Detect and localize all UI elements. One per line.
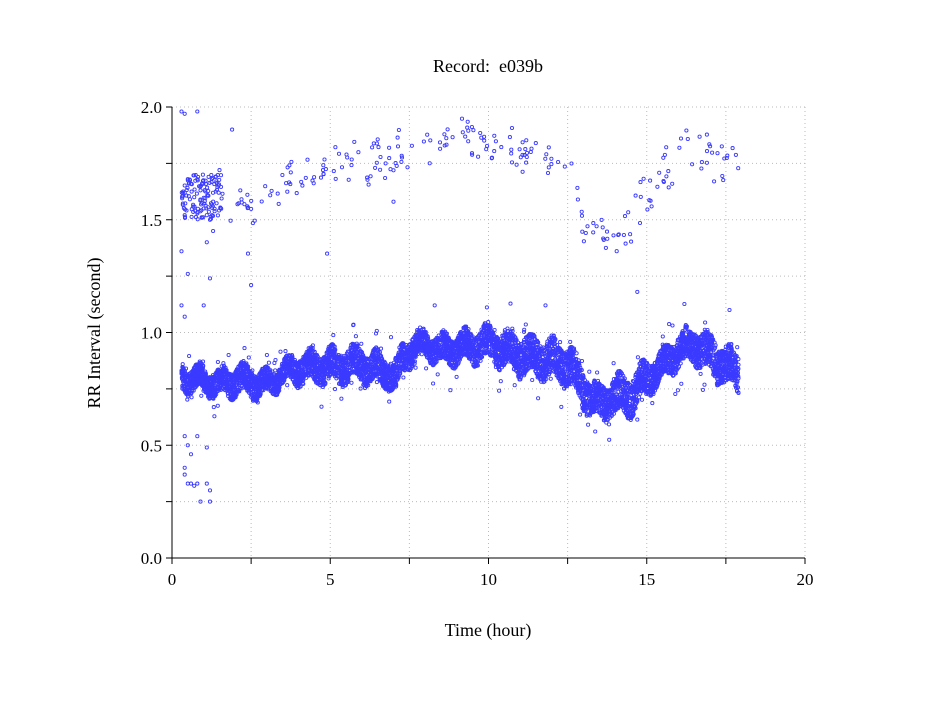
data-point bbox=[509, 302, 512, 305]
data-point bbox=[188, 354, 191, 357]
data-point bbox=[332, 334, 335, 337]
data-point bbox=[388, 400, 391, 403]
data-point bbox=[216, 360, 219, 363]
data-point bbox=[320, 405, 323, 408]
data-point bbox=[213, 415, 216, 418]
data-point bbox=[243, 347, 246, 350]
data-point bbox=[216, 404, 219, 407]
data-point bbox=[503, 329, 506, 332]
data-point bbox=[227, 353, 230, 356]
data-point bbox=[432, 382, 435, 385]
data-point bbox=[286, 384, 289, 387]
data-point bbox=[594, 430, 597, 433]
data-point bbox=[375, 381, 378, 384]
data-point bbox=[379, 347, 382, 350]
data-point bbox=[389, 336, 392, 339]
data-point bbox=[522, 330, 525, 333]
data-point bbox=[493, 328, 496, 331]
data-point bbox=[524, 323, 527, 326]
chart-title: Record: e039b bbox=[433, 56, 543, 76]
data-point bbox=[414, 366, 417, 369]
data-point bbox=[531, 378, 534, 381]
data-point bbox=[588, 370, 591, 373]
data-point bbox=[354, 335, 357, 338]
data-point bbox=[580, 359, 583, 362]
data-point bbox=[274, 369, 277, 372]
data-point bbox=[537, 397, 540, 400]
data-point bbox=[360, 342, 363, 345]
data-point bbox=[212, 406, 215, 409]
data-point bbox=[274, 358, 277, 361]
data-points bbox=[180, 110, 740, 503]
data-point bbox=[267, 361, 270, 364]
data-point bbox=[579, 413, 582, 416]
data-point bbox=[455, 375, 458, 378]
data-point bbox=[569, 340, 572, 343]
data-point bbox=[186, 398, 189, 401]
data-point bbox=[425, 367, 428, 370]
data-point bbox=[587, 423, 590, 426]
data-point bbox=[499, 380, 502, 383]
data-point bbox=[265, 353, 268, 356]
data-point bbox=[340, 397, 343, 400]
data-point bbox=[420, 353, 423, 356]
data-point bbox=[327, 377, 330, 380]
data-point bbox=[549, 377, 552, 380]
data-point bbox=[559, 341, 562, 344]
data-point bbox=[247, 356, 250, 359]
data-point bbox=[284, 350, 287, 353]
data-point bbox=[513, 384, 516, 387]
data-point bbox=[436, 373, 439, 376]
data-point bbox=[200, 394, 203, 397]
data-point bbox=[498, 389, 501, 392]
data-point bbox=[279, 350, 282, 353]
data-point bbox=[596, 371, 599, 374]
data-point bbox=[449, 389, 452, 392]
data-point bbox=[190, 396, 193, 399]
data-point bbox=[402, 376, 405, 379]
data-point bbox=[350, 381, 353, 384]
